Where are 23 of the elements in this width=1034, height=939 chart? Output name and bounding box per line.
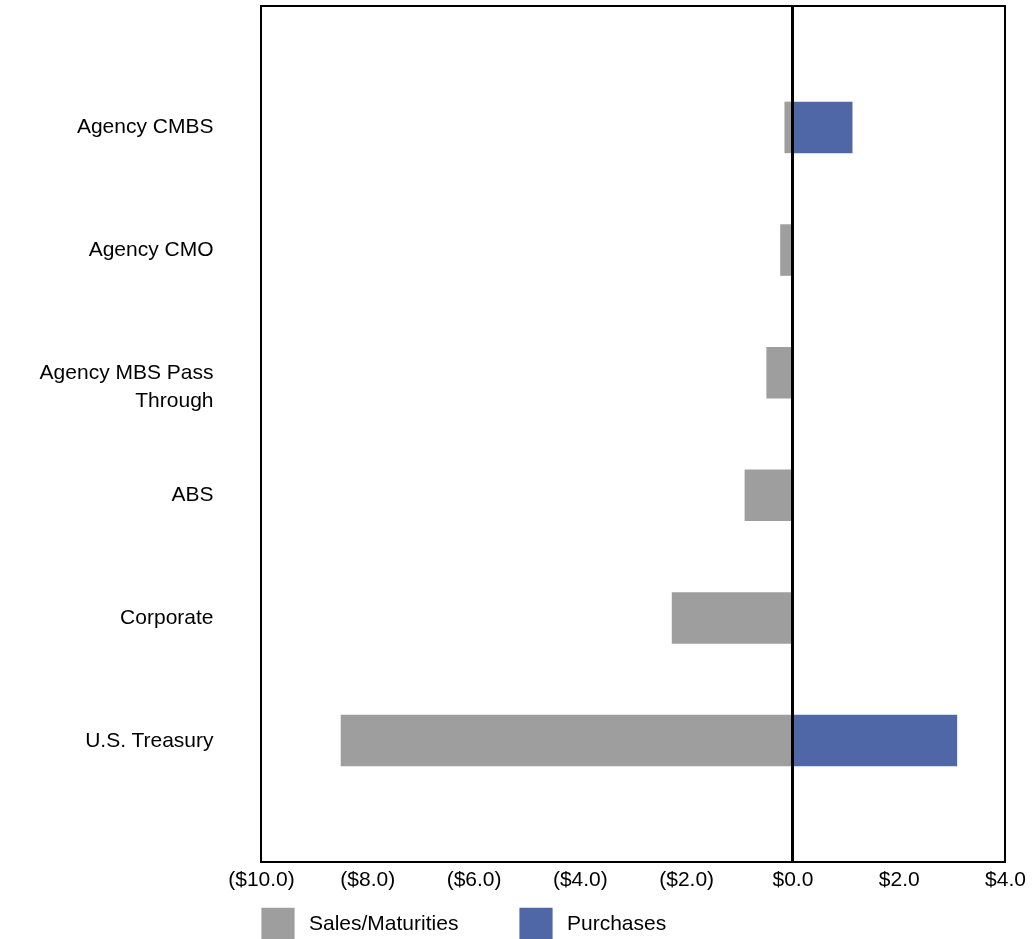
y-tick-label: Agency MBS Pass Through	[39, 359, 214, 411]
y-tick-label: U.S. Treasury	[85, 727, 214, 751]
x-tick-label: $0.0	[772, 866, 814, 890]
bar	[792, 714, 958, 767]
bar	[792, 101, 853, 154]
x-tick-label: $4.0	[985, 866, 1026, 890]
bar	[780, 224, 793, 276]
y-tick-label: Agency CMO	[88, 237, 214, 261]
x-tick-label: ($6.0)	[446, 866, 502, 890]
bar	[671, 592, 793, 644]
y-tick-label: ABS	[171, 482, 214, 506]
x-tick-label: ($2.0)	[659, 866, 715, 890]
bar	[744, 469, 793, 522]
legend-label: Sales/Maturities	[309, 911, 459, 935]
legend-label: Purchases	[567, 911, 667, 935]
bar	[340, 714, 793, 767]
x-tick-label: ($10.0)	[228, 866, 295, 890]
x-tick-label: ($4.0)	[552, 866, 608, 890]
y-tick-label: Corporate	[120, 604, 214, 628]
x-tick-label: $2.0	[878, 866, 920, 890]
y-tick-label: Agency CMBS	[76, 114, 214, 138]
x-tick-label: ($8.0)	[340, 866, 396, 890]
bar	[766, 346, 793, 399]
